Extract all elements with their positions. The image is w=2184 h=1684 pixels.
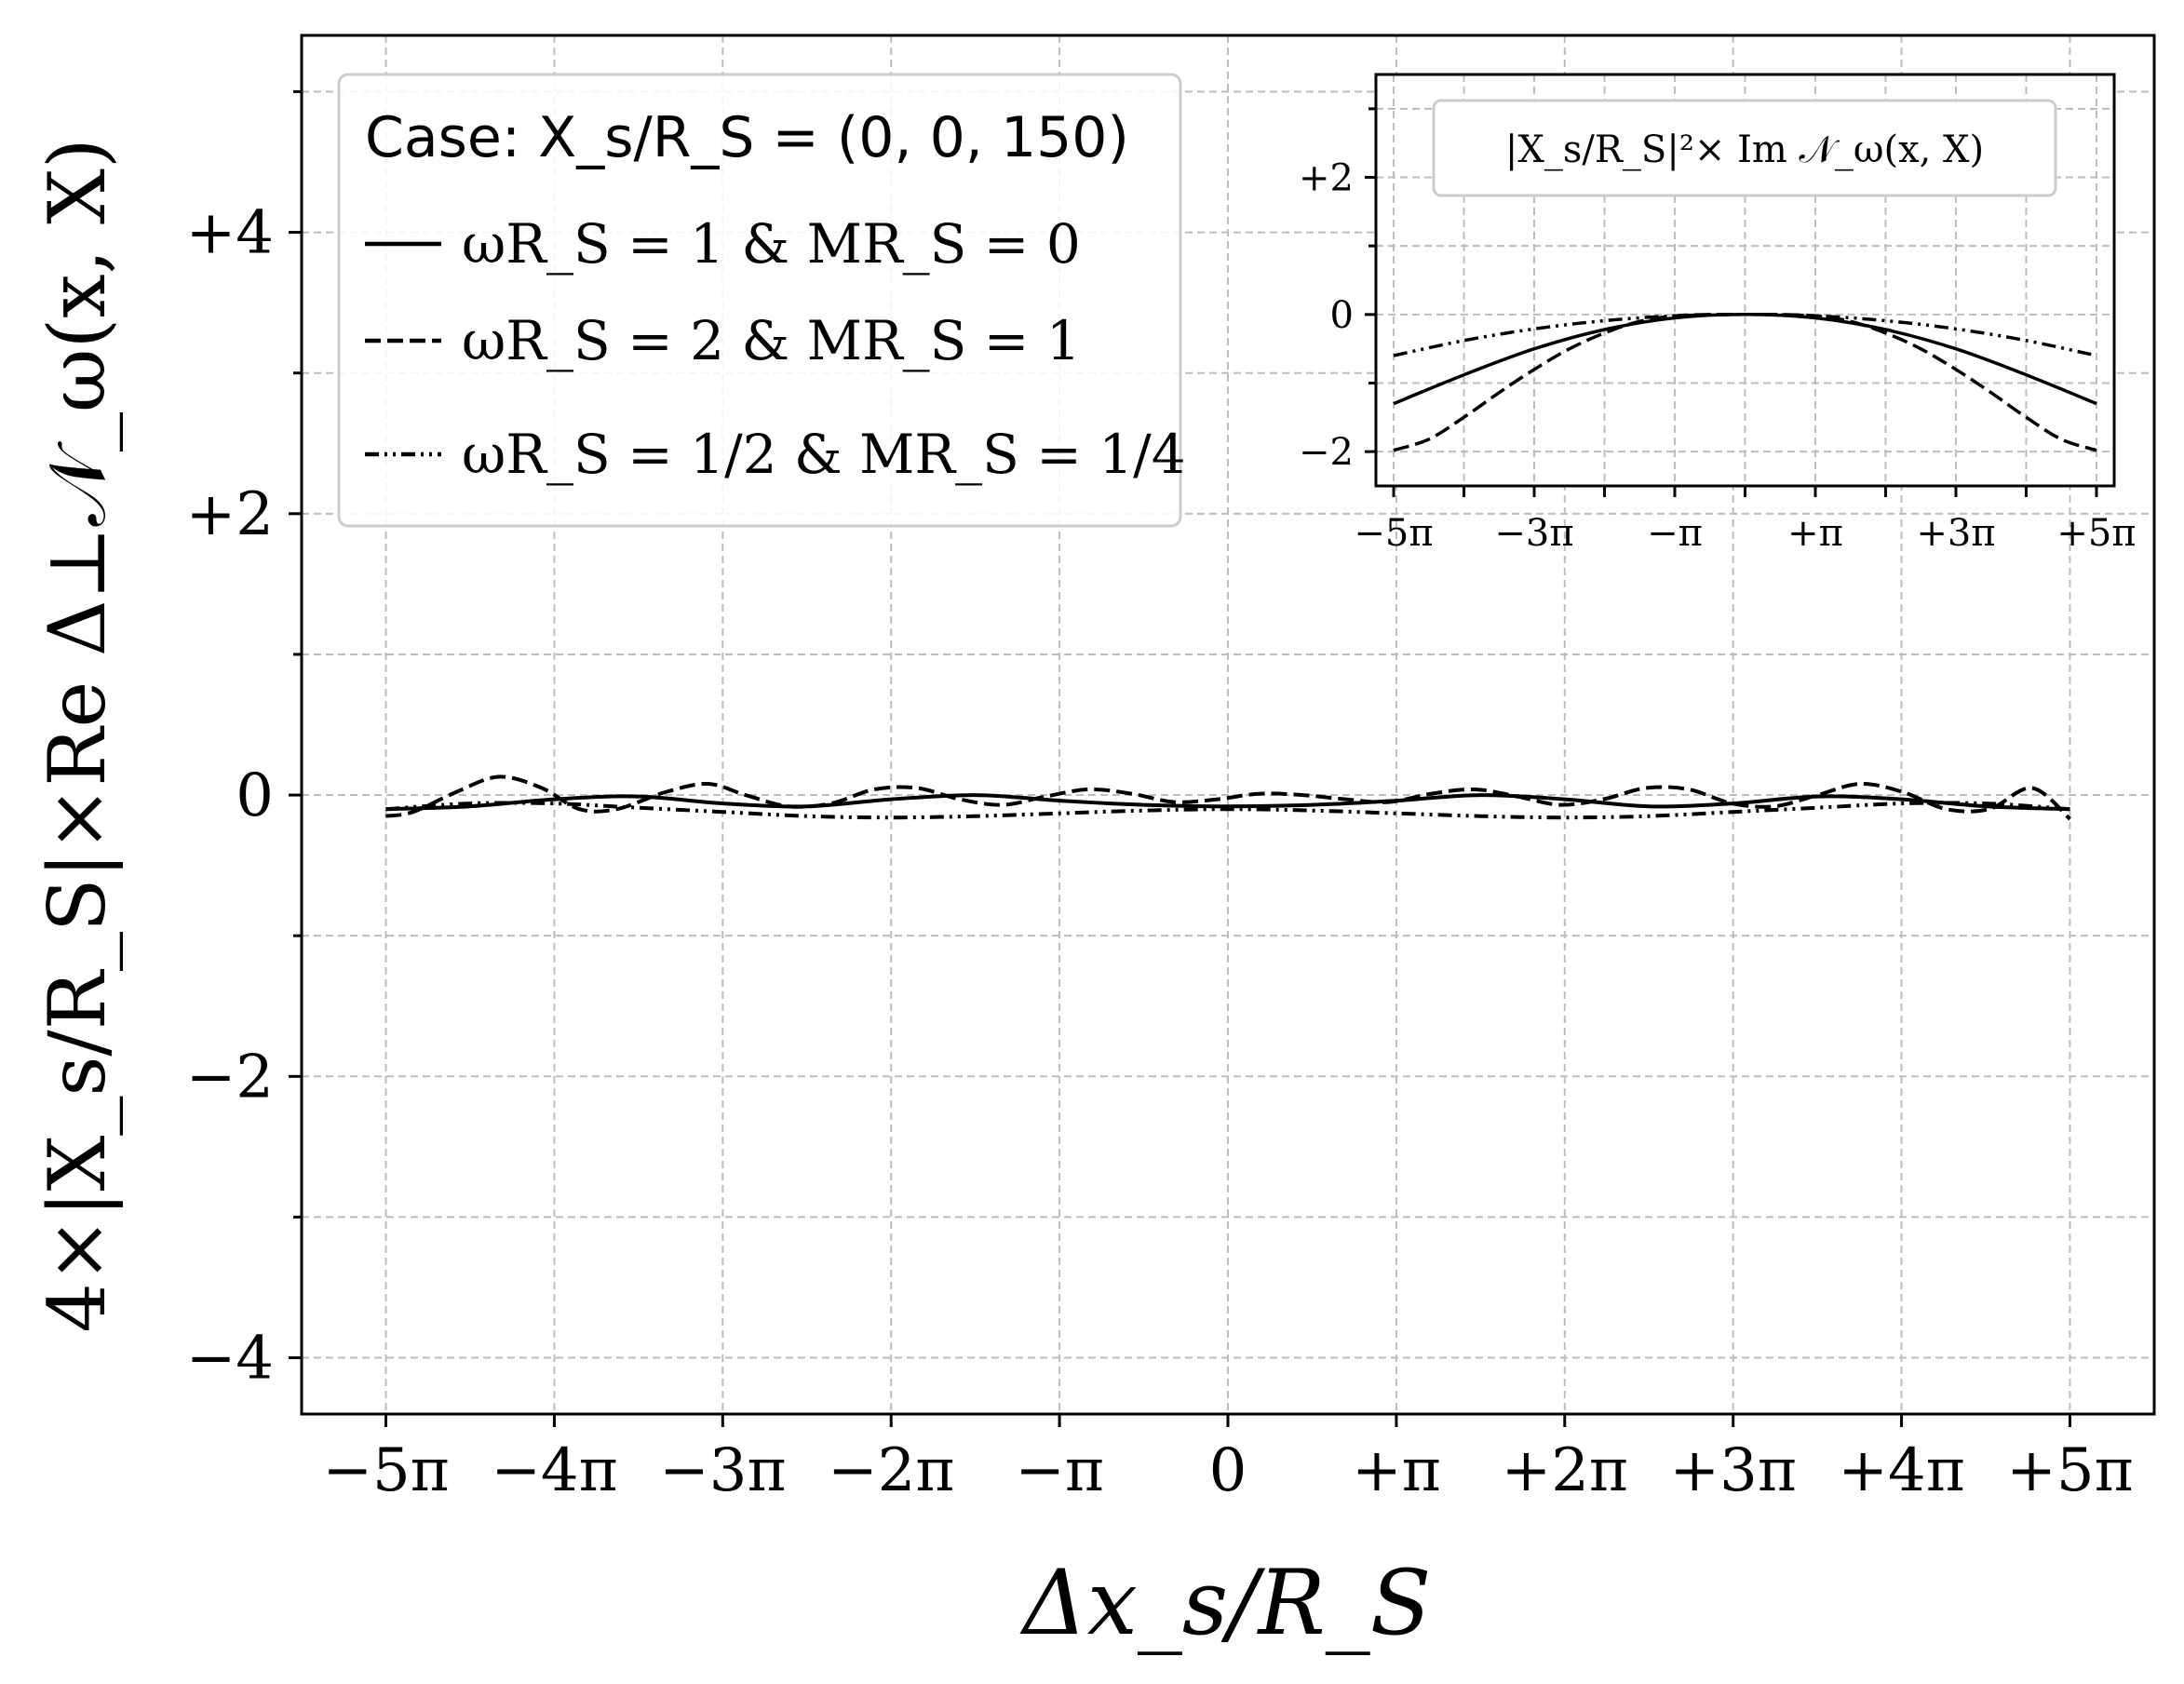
x-tick-label: 0 bbox=[1209, 1436, 1247, 1505]
series-line-dashed bbox=[385, 775, 2071, 821]
legend: Case: X_s/R_S = (0, 0, 150) ωR_S = 1 & M… bbox=[337, 73, 1186, 528]
y-tick-label: +2 bbox=[1299, 157, 1354, 200]
y-tick-label: 0 bbox=[1330, 294, 1354, 337]
x-tick-label: +2π bbox=[1502, 1436, 1628, 1505]
main-series-group bbox=[385, 775, 2071, 821]
x-tick-label: −3π bbox=[1494, 512, 1573, 555]
inset-ticks: −5π −3π −π +π +3π +5π −2 0 +2 bbox=[1299, 107, 2137, 555]
main-ticks: −5π −4π −3π −2π −π 0 +π +2π +3π +4π +5π −4 −2 0 +2 +4 bbox=[186, 89, 2134, 1505]
legend-title: Case: X_s/R_S = (0, 0, 150) bbox=[365, 105, 1129, 170]
series-line-solid bbox=[385, 793, 2070, 812]
inset-grid bbox=[1376, 74, 2114, 486]
series-line-dash-dot-dot bbox=[385, 801, 2070, 820]
x-tick-label: +5π bbox=[2056, 512, 2136, 555]
y-tick-label: −2 bbox=[186, 1043, 274, 1111]
legend-box bbox=[337, 73, 1182, 528]
inset-title-box bbox=[1432, 99, 2057, 197]
x-tick-label: +3π bbox=[1916, 512, 1995, 555]
x-tick-label: −5π bbox=[1354, 512, 1433, 555]
series-line-dashed bbox=[1393, 312, 2097, 452]
y-tick-label: +2 bbox=[186, 480, 274, 549]
inset-plot: −5π −3π −π +π +3π +5π −2 0 +2 |X_s/R_S|²× Im 𝒩_ω… bbox=[1299, 73, 2137, 555]
x-tick-label: +4π bbox=[1838, 1436, 1964, 1505]
y-tick-label: +4 bbox=[186, 199, 274, 268]
main-plot: −5π −4π −3π −2π −π 0 +π +2π +3π +4π +5π −4 −2 0 +2 +4 Δ… bbox=[32, 34, 2156, 1655]
y-tick-label: 0 bbox=[236, 761, 274, 830]
main-x-axis-label: Δx_s/R_S bbox=[1018, 1551, 1431, 1655]
x-tick-label: +π bbox=[1787, 512, 1843, 555]
legend-entry: ωR_S = 1 & MR_S = 0 bbox=[462, 212, 1081, 276]
x-tick-label: −π bbox=[1647, 512, 1703, 555]
inset-title: |X_s/R_S|²× Im 𝒩_ω(x, X) bbox=[1505, 128, 1984, 171]
y-tick-label: −2 bbox=[1299, 431, 1354, 474]
y-tick-label: −4 bbox=[186, 1325, 274, 1394]
main-y-axis-label: 4×|X_s/R_S|×Re Δ⊥𝒩_ω(x, X) bbox=[32, 138, 123, 1332]
x-tick-label: −π bbox=[1015, 1436, 1104, 1505]
x-tick-label: −3π bbox=[659, 1436, 786, 1505]
x-tick-label: +3π bbox=[1669, 1436, 1796, 1505]
x-tick-label: +5π bbox=[2006, 1436, 2133, 1505]
x-tick-label: +π bbox=[1352, 1436, 1441, 1505]
x-tick-label: −2π bbox=[828, 1436, 954, 1505]
x-tick-label: −4π bbox=[491, 1436, 617, 1505]
legend-entry: ωR_S = 2 & MR_S = 1 bbox=[462, 309, 1081, 372]
series-line-dash-dot-dot bbox=[1393, 313, 2097, 357]
x-tick-label: −5π bbox=[322, 1436, 449, 1505]
inset-series-group bbox=[1393, 312, 2097, 452]
legend-entry: ωR_S = 1/2 & MR_S = 1/4 bbox=[462, 423, 1186, 486]
